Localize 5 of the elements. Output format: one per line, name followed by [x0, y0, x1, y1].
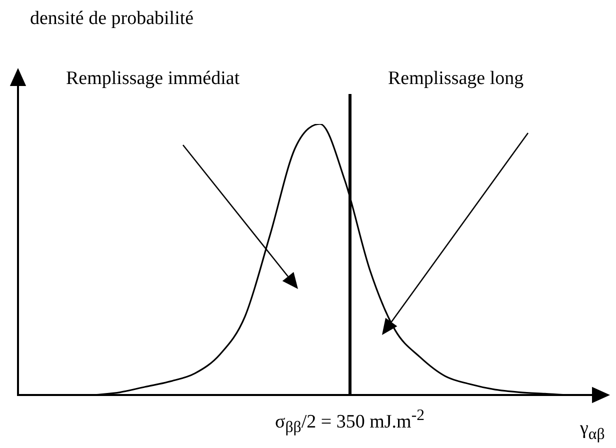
text: Remplissage long: [388, 68, 524, 90]
text: Remplissage immédiat: [66, 68, 240, 90]
text: σ$_{ββ}$/2 = 350 mJ.m$^{-2}$: [275, 407, 424, 438]
y-axis-title: densité de probabilité: [30, 8, 194, 30]
x-axis-title: γ$_{αβ}$: [580, 418, 605, 444]
